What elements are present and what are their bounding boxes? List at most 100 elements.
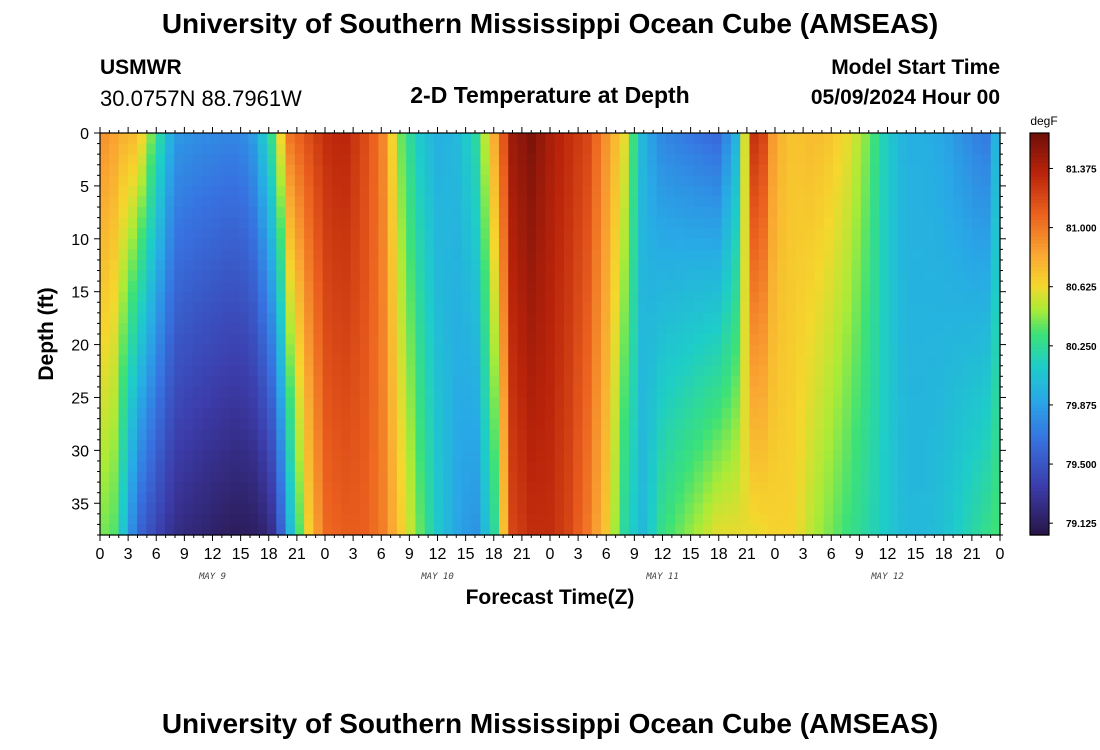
heatmap-cell xyxy=(137,471,147,483)
heatmap-cell xyxy=(387,365,398,377)
heatmap-cell xyxy=(202,207,212,219)
heatmap-cell xyxy=(638,185,649,198)
heatmap-cell xyxy=(777,133,788,145)
heatmap-cell xyxy=(276,503,287,515)
heatmap-cell xyxy=(220,154,231,166)
heatmap-cell xyxy=(601,450,611,462)
heatmap-cell xyxy=(406,207,417,219)
heatmap-cell xyxy=(591,249,602,261)
heatmap-cell xyxy=(406,492,417,504)
heatmap-cell xyxy=(814,312,825,325)
heatmap-cell xyxy=(378,397,389,409)
x-tick-label: 6 xyxy=(827,546,836,563)
colorbar-swatch xyxy=(1030,203,1049,208)
heatmap-cell xyxy=(322,503,333,515)
heatmap-cell xyxy=(406,418,417,430)
heatmap-cell xyxy=(508,450,519,462)
heatmap-cell xyxy=(443,228,454,240)
heatmap-cell xyxy=(424,482,435,494)
heatmap-cell xyxy=(434,175,444,187)
heatmap-cell xyxy=(137,397,147,409)
heatmap-cell xyxy=(935,143,945,155)
heatmap-cell xyxy=(489,503,500,515)
heatmap-cell xyxy=(229,323,240,335)
heatmap-cell xyxy=(860,439,871,451)
heatmap-cell xyxy=(805,238,816,250)
heatmap-cell xyxy=(480,217,491,229)
heatmap-cell xyxy=(638,450,649,462)
heatmap-cell xyxy=(582,503,593,515)
heatmap-cell xyxy=(851,355,862,367)
heatmap-cell xyxy=(257,228,268,240)
heatmap-cell xyxy=(962,291,973,303)
heatmap-cell xyxy=(359,439,370,451)
heatmap-cell xyxy=(211,228,222,240)
colorbar-swatch xyxy=(1030,394,1049,399)
heatmap-cell xyxy=(285,312,296,325)
heatmap-cell xyxy=(471,164,482,176)
x-tick-label: 21 xyxy=(963,546,981,563)
heatmap-cell xyxy=(907,471,918,483)
heatmap-cell xyxy=(730,154,741,166)
colorbar-swatch xyxy=(1030,163,1049,168)
heatmap-cell xyxy=(870,376,880,388)
heatmap-cell xyxy=(443,334,454,346)
heatmap-cell xyxy=(591,355,602,367)
heatmap-cell xyxy=(331,133,342,145)
heatmap-cell xyxy=(638,429,649,441)
heatmap-cell xyxy=(768,524,778,536)
heatmap-cell xyxy=(155,418,166,430)
heatmap-cell xyxy=(164,196,175,208)
heatmap-cell xyxy=(545,334,556,346)
x-tick-label: 6 xyxy=(602,546,611,563)
heatmap-cell xyxy=(545,185,556,198)
heatmap-cell xyxy=(870,355,880,367)
heatmap-cell xyxy=(536,249,546,261)
heatmap-cell xyxy=(434,429,444,441)
heatmap-cell xyxy=(907,323,918,335)
heatmap-cell xyxy=(582,397,593,409)
heatmap-cell xyxy=(415,397,426,409)
heatmap-cell xyxy=(712,397,723,409)
heatmap-cell xyxy=(359,207,370,219)
heatmap-cell xyxy=(916,217,927,229)
heatmap-cell xyxy=(350,471,361,483)
heatmap-cell xyxy=(109,334,120,346)
heatmap-cell xyxy=(656,450,667,462)
heatmap-cell xyxy=(331,429,342,441)
heatmap-cell xyxy=(814,291,825,303)
heatmap-cell xyxy=(684,259,695,272)
heatmap-cell xyxy=(480,323,491,335)
heatmap-cell xyxy=(489,482,500,494)
heatmap-cell xyxy=(656,471,667,483)
x-tick-label: 9 xyxy=(180,546,189,563)
heatmap-cell xyxy=(972,302,983,314)
colorbar-swatch xyxy=(1030,236,1049,241)
heatmap-cell xyxy=(118,281,129,293)
heatmap-cell xyxy=(118,344,129,356)
heatmap-cell xyxy=(860,386,871,399)
heatmap-cell xyxy=(684,386,695,399)
heatmap-cell xyxy=(665,365,676,377)
heatmap-cell xyxy=(758,259,769,272)
heatmap-cell xyxy=(749,302,760,314)
heatmap-cell xyxy=(712,418,723,430)
heatmap-cell xyxy=(285,302,296,314)
heatmap-cell xyxy=(860,524,871,536)
heatmap-cell xyxy=(267,217,277,229)
heatmap-cell xyxy=(545,460,556,473)
heatmap-cell xyxy=(962,344,973,356)
heatmap-cell xyxy=(267,185,277,198)
heatmap-cell xyxy=(981,439,992,451)
heatmap-cell xyxy=(248,492,259,504)
heatmap-cell xyxy=(452,386,463,399)
heatmap-cell xyxy=(814,460,825,473)
heatmap-cell xyxy=(480,185,491,198)
heatmap-cell xyxy=(322,460,333,473)
heatmap-cell xyxy=(832,344,843,356)
heatmap-cell xyxy=(536,175,546,187)
heatmap-cell xyxy=(777,228,788,240)
heatmap-cell xyxy=(211,418,222,430)
heatmap-cell xyxy=(619,344,630,356)
heatmap-cell xyxy=(740,312,751,325)
